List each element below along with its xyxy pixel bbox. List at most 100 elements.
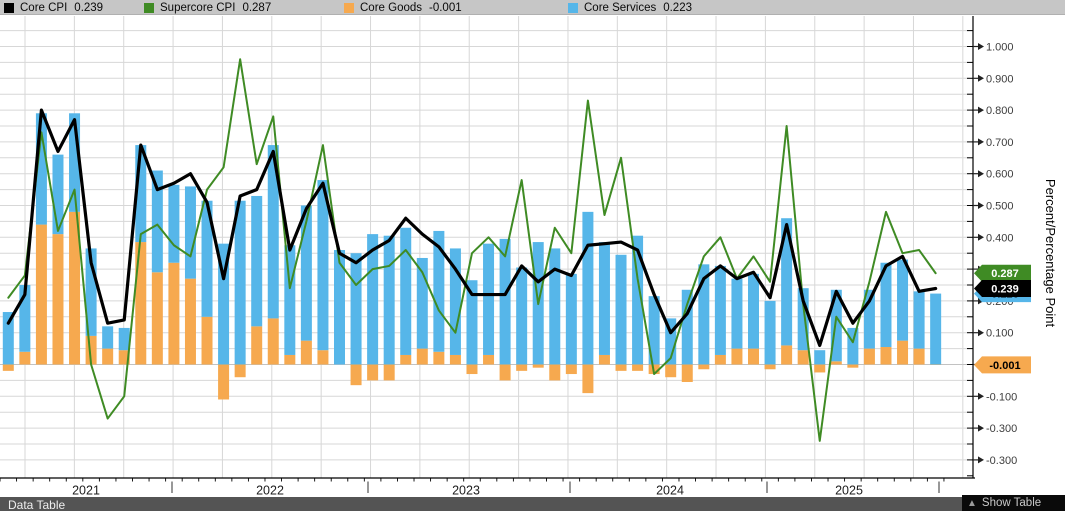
supercore-cpi-swatch-icon xyxy=(144,3,154,13)
bar-core-goods xyxy=(168,263,179,365)
bar-core-goods xyxy=(3,365,14,371)
bar-core-services xyxy=(682,290,693,365)
bar-core-services xyxy=(284,245,295,355)
bar-core-goods xyxy=(533,365,544,368)
bar-core-goods xyxy=(450,355,461,365)
bar-core-services xyxy=(914,291,925,348)
y-tick-label: 0.400 xyxy=(986,232,1014,244)
bar-core-goods xyxy=(36,225,47,365)
bar-core-services xyxy=(384,236,395,365)
bar-core-services xyxy=(102,326,113,348)
bar-core-goods xyxy=(301,341,312,365)
tick-arrow-icon xyxy=(978,329,984,336)
bar-core-goods xyxy=(102,349,113,365)
tick-arrow-icon xyxy=(978,393,984,400)
bar-core-services xyxy=(119,328,130,350)
bar-core-services xyxy=(235,201,246,365)
bar-core-services xyxy=(483,244,494,355)
bar-core-goods xyxy=(367,365,378,381)
data-table-label: Data Table xyxy=(8,498,65,512)
bar-core-services xyxy=(930,294,941,365)
y-tick-label: 0.600 xyxy=(986,169,1014,181)
bar-core-goods xyxy=(599,355,610,365)
show-table-label: Show Table xyxy=(982,497,1041,509)
bar-core-goods xyxy=(400,355,411,365)
bar-core-goods xyxy=(218,365,229,400)
tick-arrow-icon xyxy=(978,234,984,241)
bar-core-services xyxy=(599,242,610,355)
bar-core-services xyxy=(814,350,825,364)
y-axis-title: Percent/Percentage Point xyxy=(1043,179,1058,328)
bar-core-services xyxy=(748,274,759,349)
y-tick-label: -0.300 xyxy=(986,455,1017,467)
legend-item-core-cpi[interactable]: Core CPI 0.239 xyxy=(4,1,103,14)
bar-core-goods xyxy=(251,326,262,364)
bar-core-goods xyxy=(351,365,362,386)
bar-core-services xyxy=(566,274,577,365)
year-label: 2021 xyxy=(72,484,100,498)
bar-core-services xyxy=(185,186,196,278)
bar-core-services xyxy=(765,301,776,365)
chevron-up-icon: ▲ xyxy=(967,498,977,509)
footer-bar: Data Table ▲ Show Table xyxy=(0,497,1065,511)
bar-core-goods xyxy=(582,365,593,394)
bar-core-goods xyxy=(19,352,30,365)
year-label: 2024 xyxy=(656,484,684,498)
bar-core-goods xyxy=(665,365,676,378)
year-label: 2022 xyxy=(256,484,284,498)
y-tick-label: 0.700 xyxy=(986,137,1014,149)
bar-core-goods xyxy=(897,341,908,365)
y-tick-label: 0.100 xyxy=(986,328,1014,340)
bar-core-goods xyxy=(715,355,726,365)
legend-label: Core Goods xyxy=(360,2,422,14)
bar-core-goods xyxy=(847,365,858,368)
legend-value: 0.239 xyxy=(74,2,103,14)
bar-core-goods xyxy=(864,349,875,365)
bar-core-goods xyxy=(284,355,295,365)
bar-core-services xyxy=(582,212,593,365)
tick-arrow-icon xyxy=(978,107,984,114)
bar-core-goods xyxy=(682,365,693,382)
bar-core-services xyxy=(500,239,511,365)
legend-value: -0.001 xyxy=(429,2,462,14)
legend-label: Core CPI xyxy=(20,2,67,14)
bar-core-goods xyxy=(202,317,213,365)
tick-arrow-icon xyxy=(978,138,984,145)
bar-core-goods xyxy=(52,234,63,364)
badge-value: 0.239 xyxy=(991,283,1019,295)
bar-core-services xyxy=(351,253,362,364)
bar-core-goods xyxy=(516,365,527,371)
badge-supercore-cpi: 0.287 xyxy=(974,265,1031,282)
show-table-button[interactable]: ▲ Show Table xyxy=(962,495,1065,511)
bar-core-services xyxy=(731,279,742,349)
y-tick-label: -0.300 xyxy=(986,423,1017,435)
tick-arrow-icon xyxy=(978,75,984,82)
bar-core-services xyxy=(516,268,527,365)
legend-item-core-goods[interactable]: Core Goods -0.001 xyxy=(344,1,462,14)
bar-core-goods xyxy=(765,365,776,370)
tick-arrow-icon xyxy=(978,425,984,432)
bar-core-goods xyxy=(781,345,792,364)
y-tick-label: 0.500 xyxy=(986,201,1014,213)
y-tick-label: 1.000 xyxy=(986,42,1014,54)
legend-label: Core Services xyxy=(584,2,656,14)
y-axis: 1.0000.9000.8000.7000.6000.5000.4000.300… xyxy=(967,31,1017,476)
y-tick-label: -0.100 xyxy=(986,391,1017,403)
badge-core-cpi: 0.239 xyxy=(974,280,1031,297)
bar-core-goods xyxy=(831,361,842,364)
bar-core-goods xyxy=(814,365,825,373)
core-cpi-swatch-icon xyxy=(4,3,14,13)
core-goods-swatch-icon xyxy=(344,3,354,13)
year-label: 2023 xyxy=(452,484,480,498)
bar-core-goods xyxy=(880,347,891,364)
bar-core-goods xyxy=(549,365,560,381)
bar-core-goods xyxy=(417,349,428,365)
bar-core-goods xyxy=(185,279,196,365)
bar-core-goods xyxy=(632,365,643,371)
